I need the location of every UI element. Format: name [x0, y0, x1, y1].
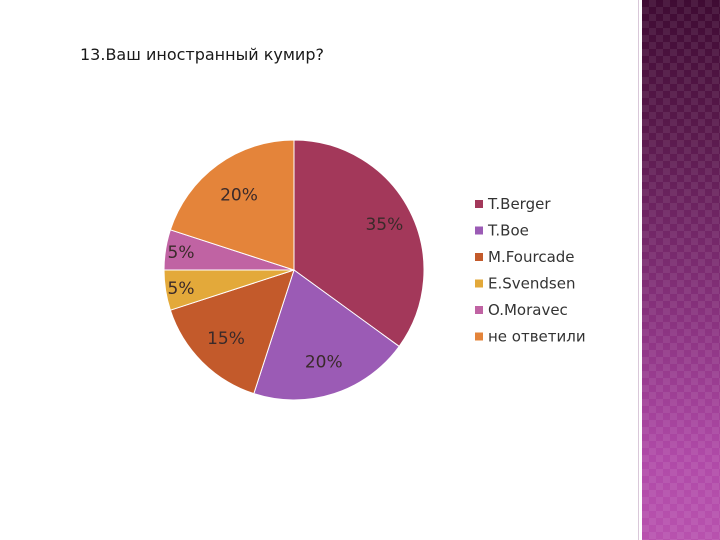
legend-swatch [475, 332, 483, 341]
pie-slice-m-fourcade [169, 269, 295, 395]
pie-slice-label: 15% [207, 329, 245, 349]
legend-label: не ответили [488, 328, 586, 346]
decorative-side-band [642, 0, 720, 540]
slide-title: 13.Ваш иностранный кумир? [80, 45, 324, 64]
legend-swatch [475, 306, 483, 314]
pie-slice-label: 20% [305, 352, 343, 372]
legend-label: M.Fourcade [488, 248, 575, 266]
legend-swatch [475, 279, 483, 288]
pie-slice-t-berger [293, 139, 425, 348]
legend-swatch [475, 200, 483, 208]
pie-slice-label: 5% [168, 279, 195, 299]
legend-label: O.Moravec [488, 301, 568, 319]
chart-legend: T.Berger T.Boe M.Fourcade E.Svendsen O.Morav… [475, 195, 586, 346]
side-band-pattern [642, 0, 720, 540]
pie-slice-не-ответили [169, 139, 295, 271]
pie-slice-t-boe [253, 269, 400, 401]
pie-slice-label: 35% [365, 215, 403, 235]
legend-label: T.Berger [487, 195, 551, 213]
pie-slice-label: 5% [168, 243, 195, 263]
legend-label: E.Svendsen [488, 275, 575, 293]
side-divider [638, 0, 642, 540]
pie-slice-label: 20% [220, 185, 258, 205]
legend-swatch [475, 253, 483, 261]
pie-slice-labels: 35% 20% 15% 5% 5% 20% [168, 185, 404, 372]
pie-slices [163, 139, 425, 401]
legend-label: T.Boe [487, 222, 529, 240]
legend-swatch [475, 226, 483, 235]
